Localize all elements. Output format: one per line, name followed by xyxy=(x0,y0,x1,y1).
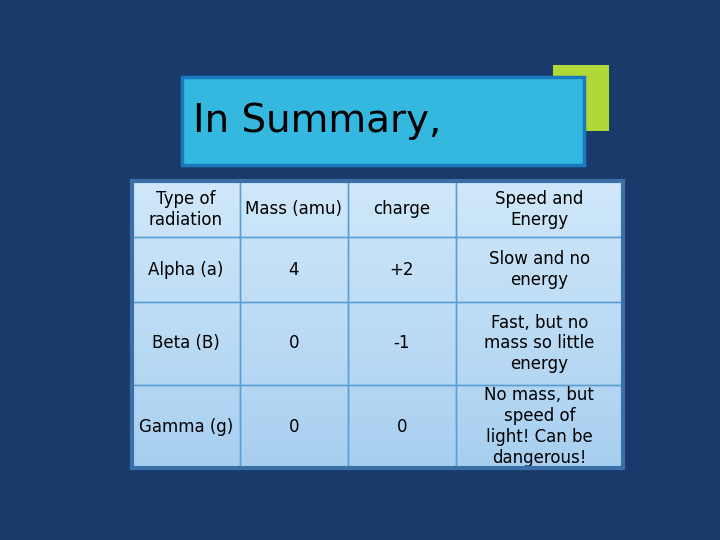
Text: 0: 0 xyxy=(397,417,408,436)
Text: Beta (B): Beta (B) xyxy=(152,334,220,353)
Text: In Summary,: In Summary, xyxy=(193,102,441,140)
Text: Alpha (a): Alpha (a) xyxy=(148,260,223,279)
Text: Mass (amu): Mass (amu) xyxy=(246,200,343,218)
Text: 4: 4 xyxy=(289,260,299,279)
Text: charge: charge xyxy=(374,200,431,218)
Text: Type of
radiation: Type of radiation xyxy=(149,190,223,228)
FancyBboxPatch shape xyxy=(553,65,609,131)
FancyBboxPatch shape xyxy=(182,77,584,165)
Text: Fast, but no
mass so little
energy: Fast, but no mass so little energy xyxy=(485,314,595,373)
Text: -1: -1 xyxy=(394,334,410,353)
Text: 0: 0 xyxy=(289,417,299,436)
Text: 0: 0 xyxy=(289,334,299,353)
Text: +2: +2 xyxy=(390,260,414,279)
Text: No mass, but
speed of
light! Can be
dangerous!: No mass, but speed of light! Can be dang… xyxy=(485,386,594,467)
Text: Slow and no
energy: Slow and no energy xyxy=(489,250,590,289)
Text: Speed and
Energy: Speed and Energy xyxy=(495,190,584,228)
Text: Gamma (g): Gamma (g) xyxy=(139,417,233,436)
